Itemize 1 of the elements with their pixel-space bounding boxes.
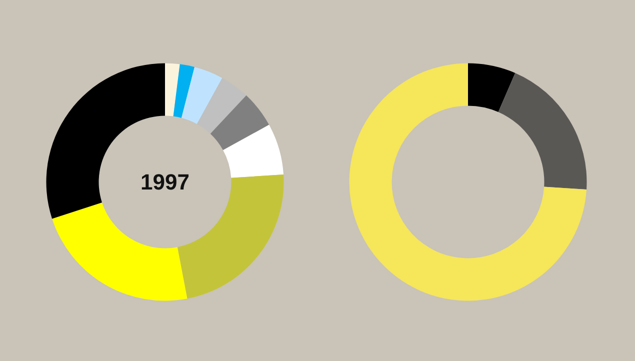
text: 1997: [140, 170, 190, 194]
